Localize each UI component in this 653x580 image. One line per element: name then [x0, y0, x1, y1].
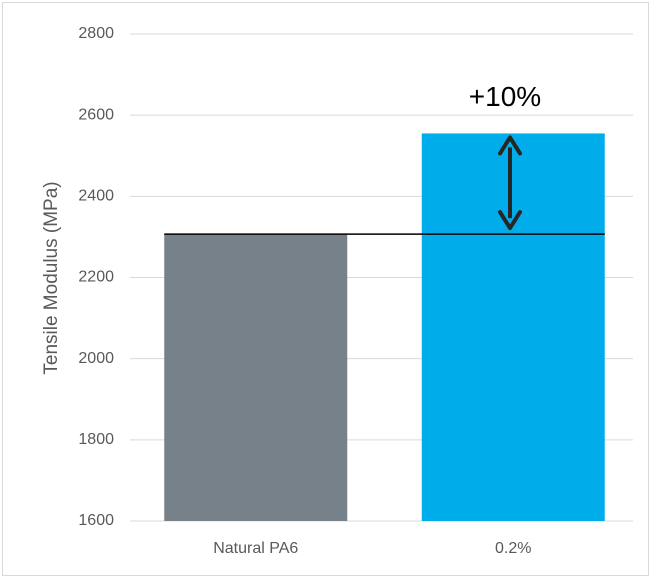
bar	[421, 133, 605, 521]
y-axis-label: Tensile Modulus (MPa)	[41, 181, 62, 374]
y-tick-label: 2200	[78, 269, 114, 286]
y-tick-label: 2400	[78, 188, 114, 205]
arrow-head-down	[498, 210, 522, 231]
y-tick-label: 1600	[78, 512, 114, 529]
y-tick-label: 1800	[78, 431, 114, 448]
x-tick-label: 0.2%	[495, 540, 531, 557]
x-axis-ticks: Natural PA6 0.2%	[213, 540, 531, 557]
bar	[164, 234, 348, 521]
x-tick-label: Natural PA6	[213, 540, 298, 557]
arrow-head-up	[498, 135, 522, 156]
y-tick-label: 2800	[78, 25, 114, 42]
y-axis-ticks: 1600 1800 2000 2200 2400 2600 2800	[78, 25, 114, 529]
percent-increase-label: +10%	[469, 81, 541, 112]
y-tick-label: 2000	[78, 350, 114, 367]
bars	[164, 133, 605, 521]
annotation-layer: +10%	[164, 81, 605, 235]
y-tick-label: 2600	[78, 106, 114, 123]
